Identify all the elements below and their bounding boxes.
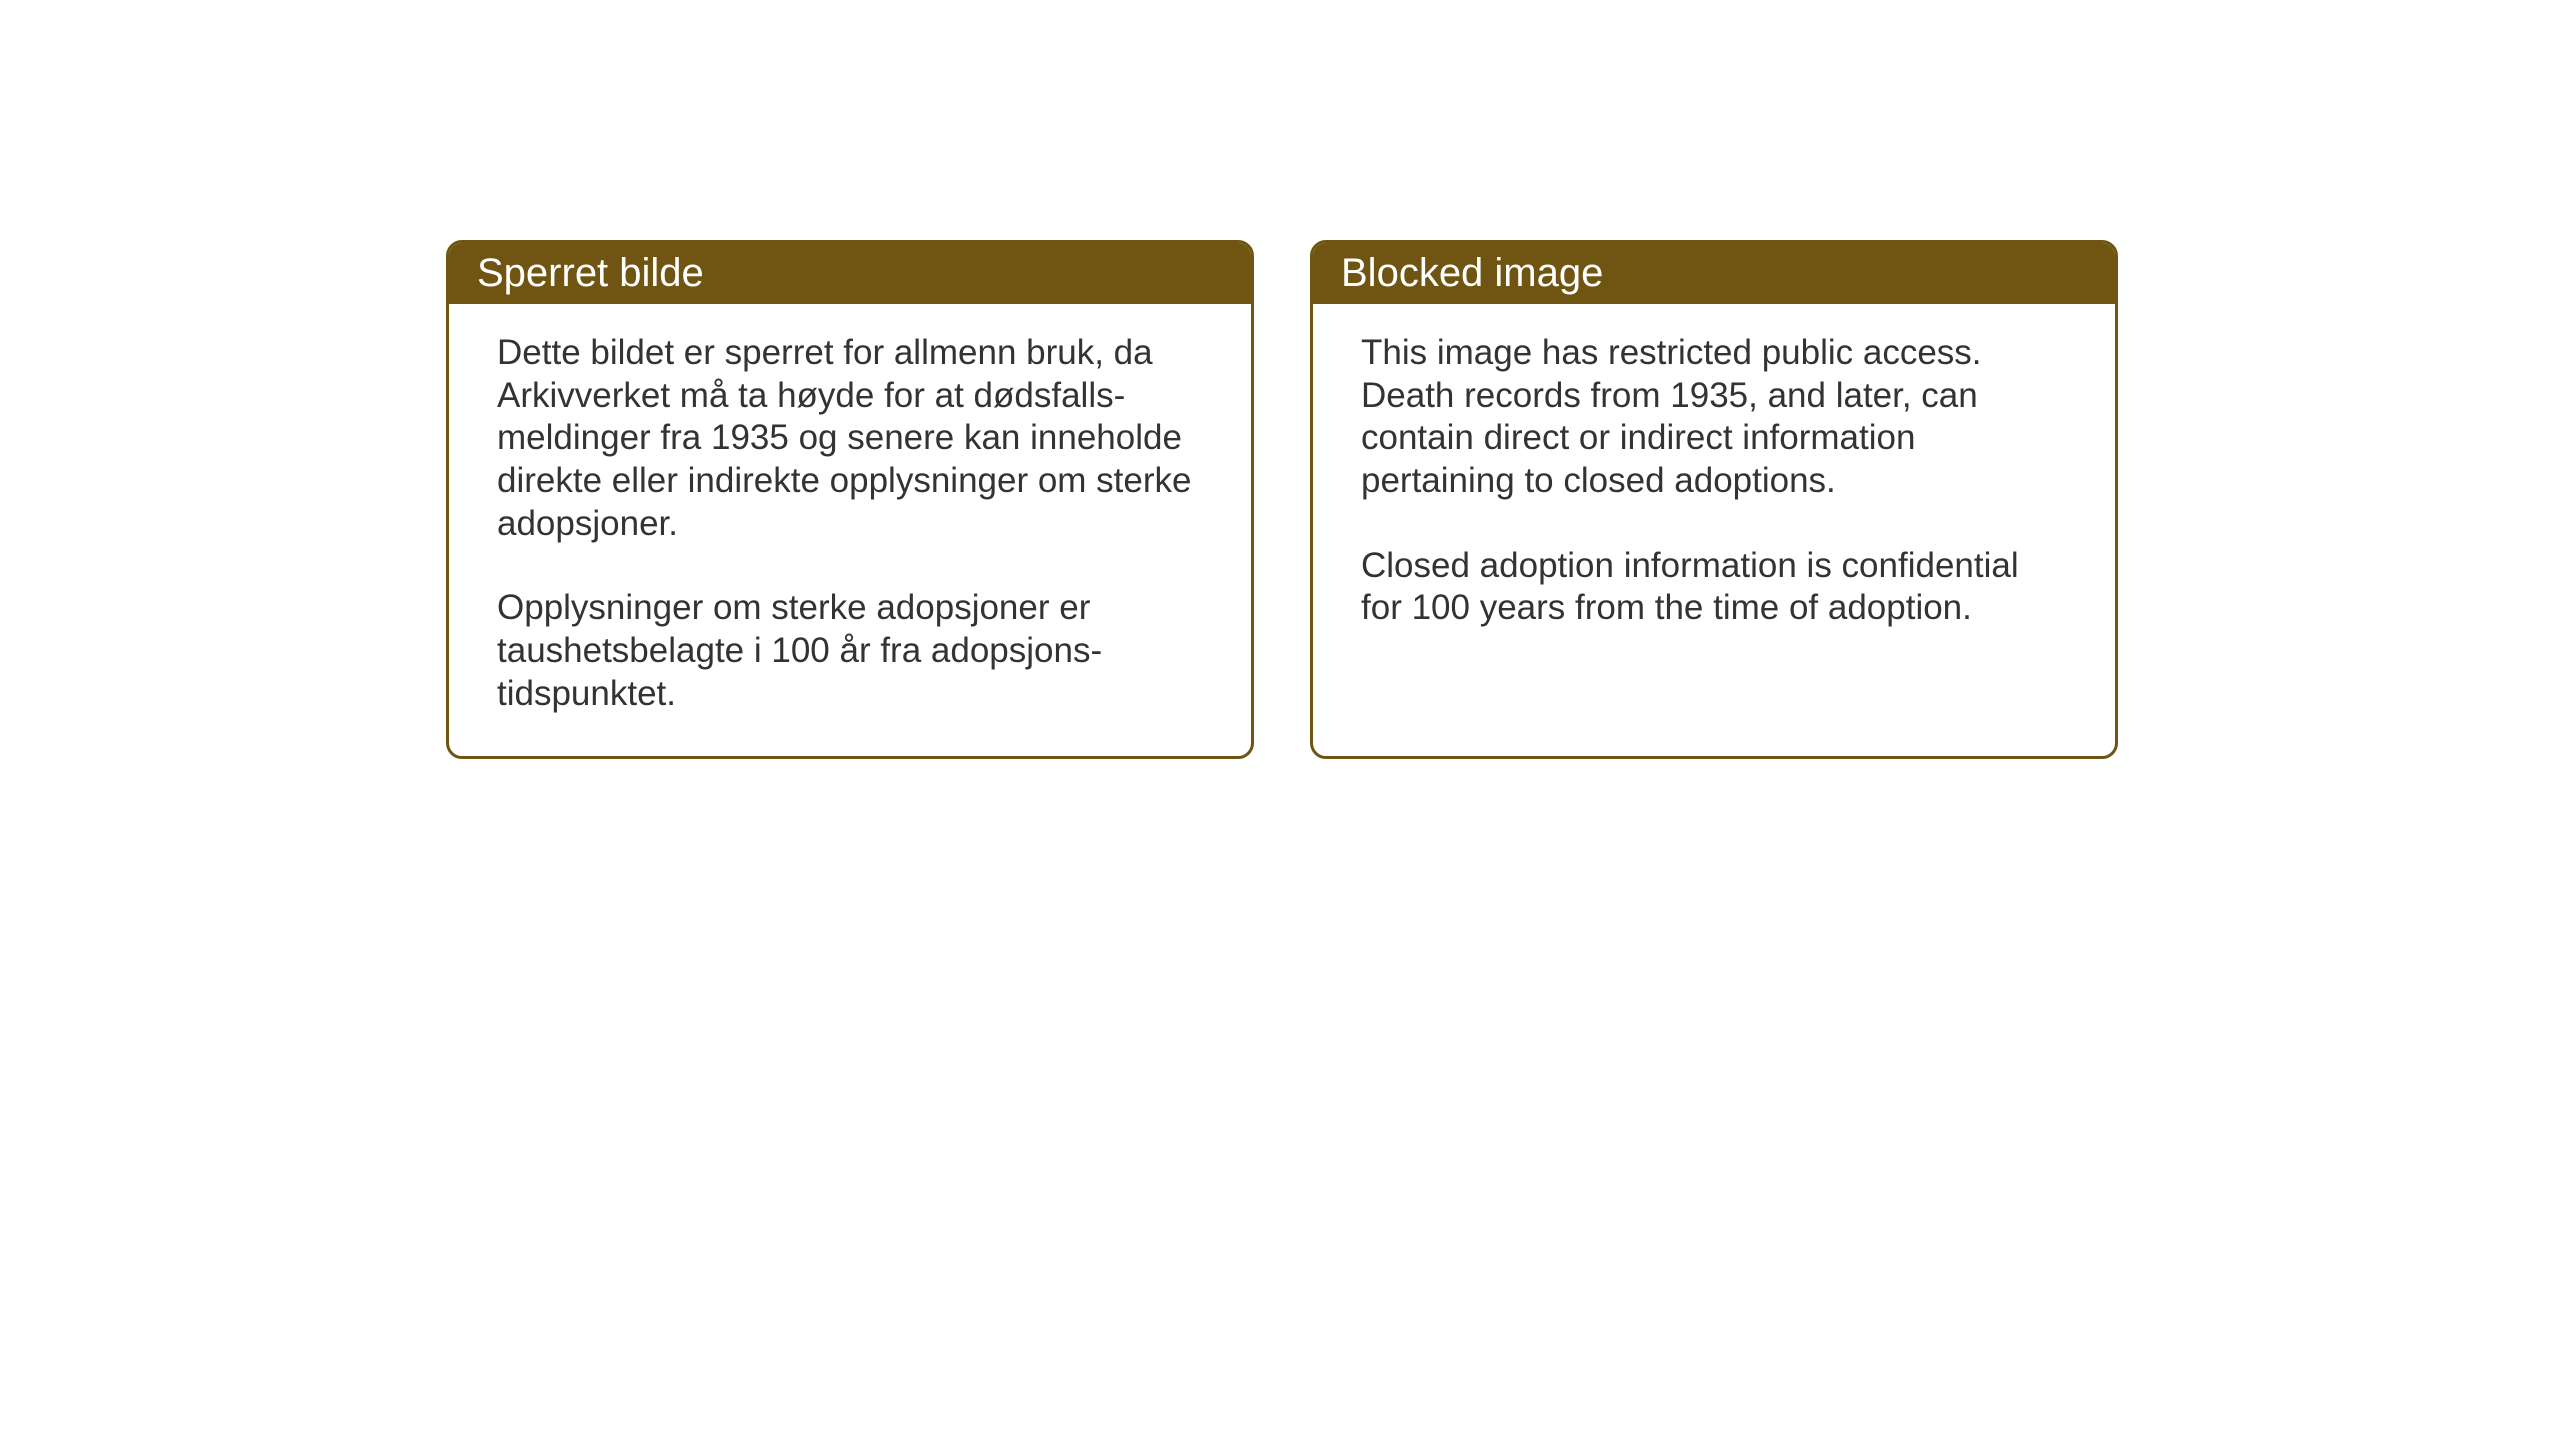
card-title-english: Blocked image: [1341, 251, 1603, 295]
card-paragraph-1-norwegian: Dette bildet er sperret for allmenn bruk…: [497, 332, 1203, 545]
card-paragraph-2-english: Closed adoption information is confident…: [1361, 545, 2067, 630]
card-header-norwegian: Sperret bilde: [449, 243, 1251, 304]
info-card-norwegian: Sperret bilde Dette bildet er sperret fo…: [446, 240, 1254, 759]
card-paragraph-1-english: This image has restricted public access.…: [1361, 332, 2067, 503]
info-card-english: Blocked image This image has restricted …: [1310, 240, 2118, 759]
card-header-english: Blocked image: [1313, 243, 2115, 304]
card-body-norwegian: Dette bildet er sperret for allmenn bruk…: [449, 304, 1251, 756]
card-body-english: This image has restricted public access.…: [1313, 304, 2115, 722]
card-title-norwegian: Sperret bilde: [477, 251, 704, 295]
cards-container: Sperret bilde Dette bildet er sperret fo…: [446, 240, 2118, 759]
card-paragraph-2-norwegian: Opplysninger om sterke adopsjoner er tau…: [497, 587, 1203, 715]
